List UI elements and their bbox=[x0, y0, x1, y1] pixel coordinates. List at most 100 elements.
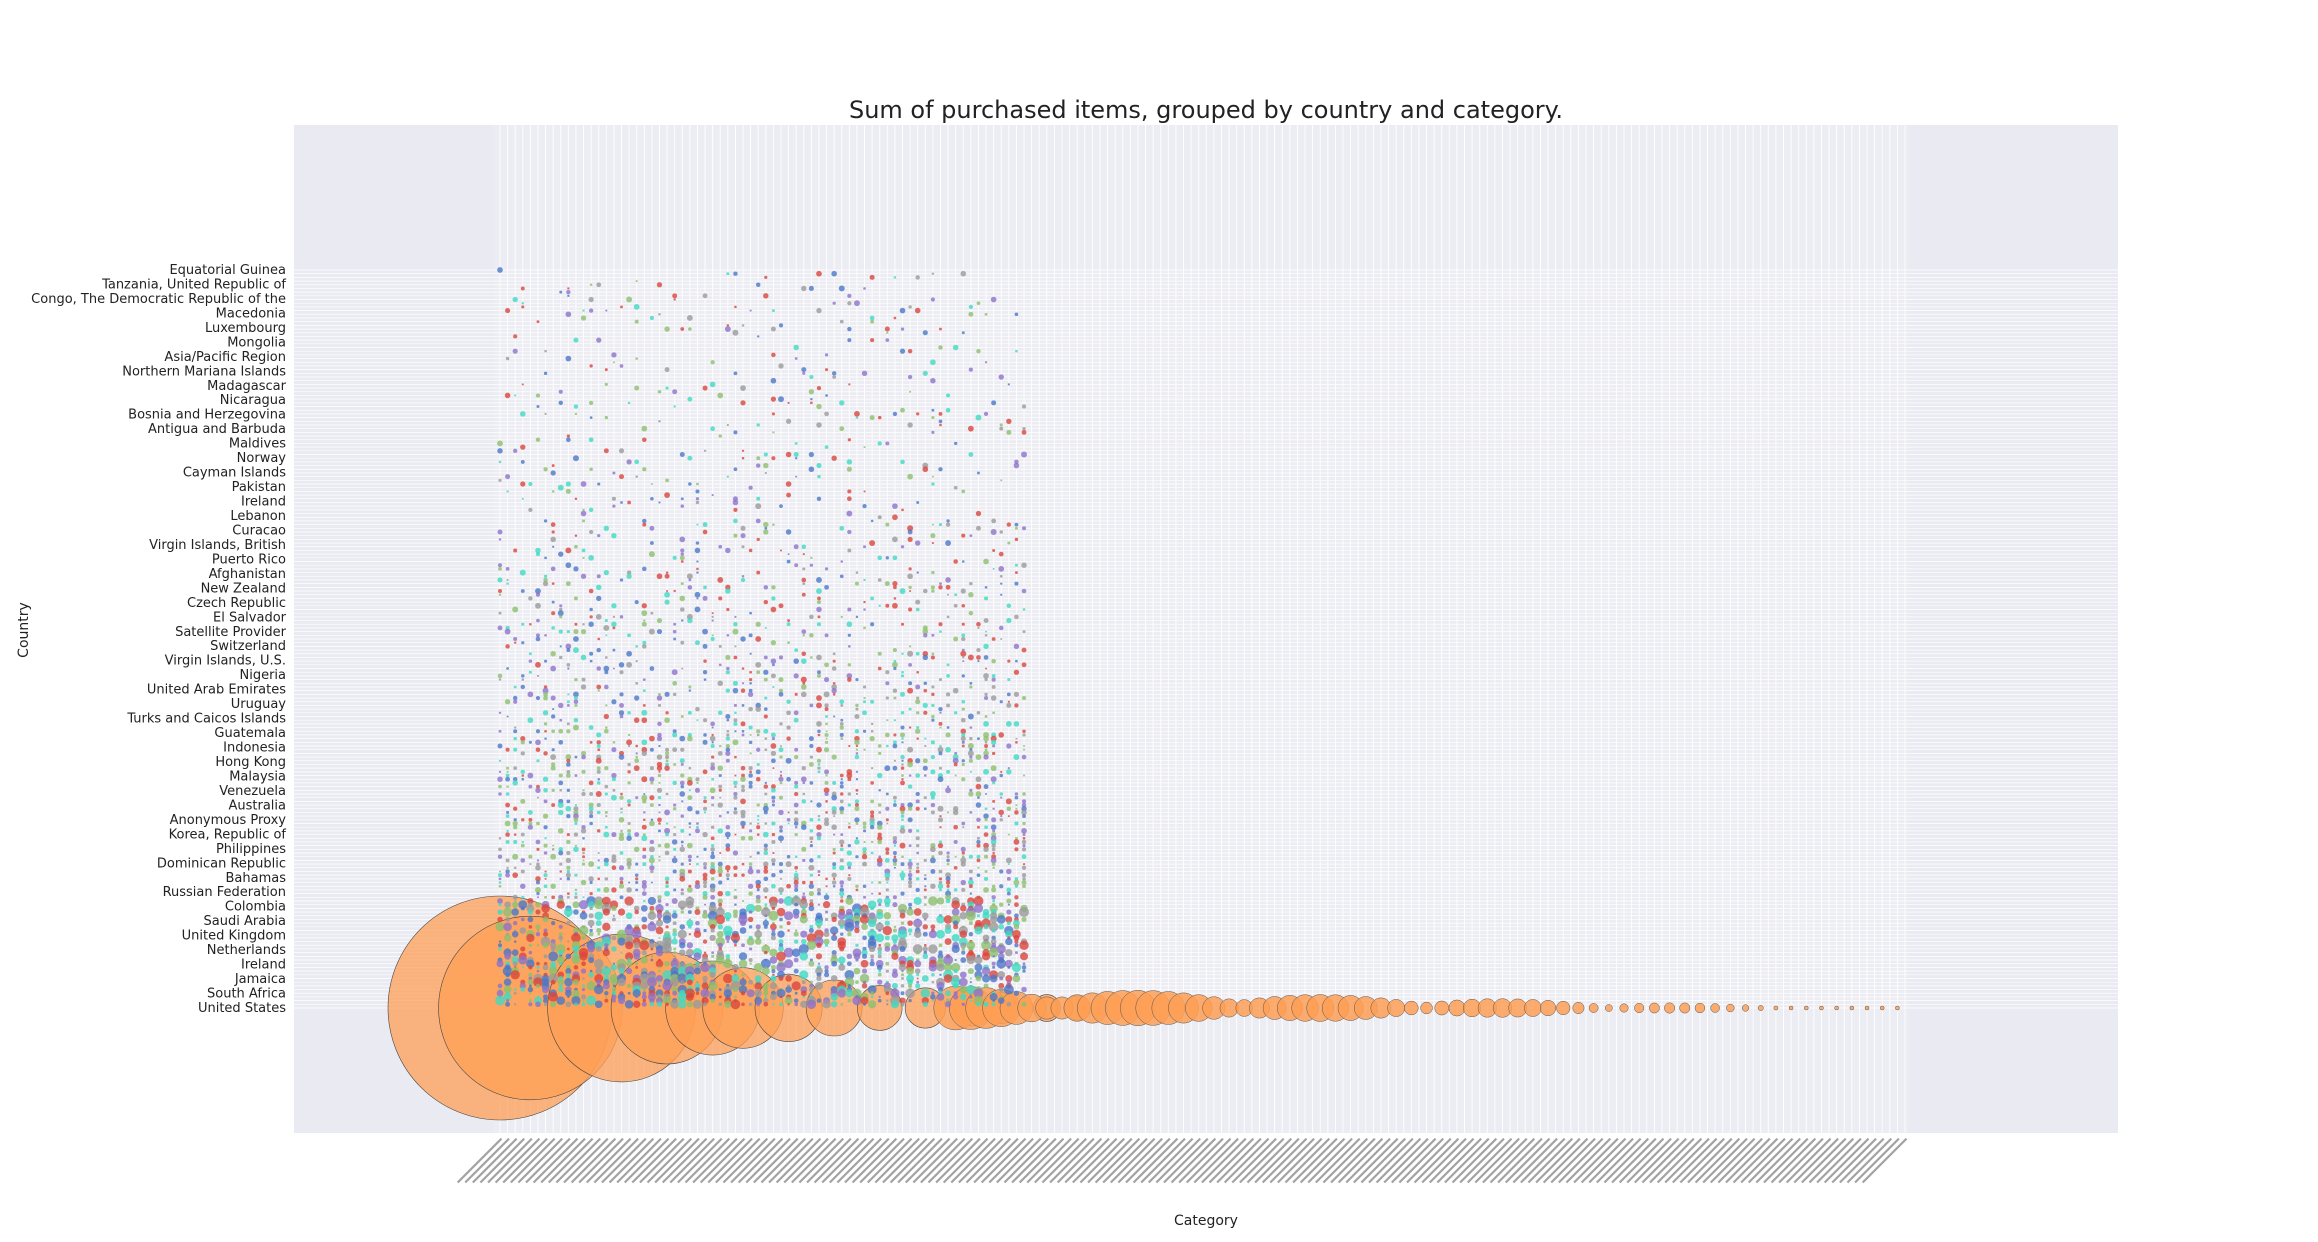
scatter-point bbox=[696, 567, 699, 571]
scatter-point bbox=[763, 861, 769, 867]
scatter-point bbox=[565, 488, 571, 494]
scatter-point bbox=[831, 794, 838, 801]
scatter-point bbox=[732, 499, 739, 506]
scatter-point bbox=[566, 865, 571, 870]
scatter-point bbox=[762, 982, 769, 989]
scatter-point bbox=[673, 888, 677, 892]
scatter-point bbox=[953, 603, 958, 608]
scatter-point bbox=[809, 858, 814, 863]
scatter-point bbox=[650, 482, 653, 486]
scatter-point bbox=[961, 740, 965, 744]
scatter-point bbox=[559, 877, 562, 881]
scatter-point bbox=[885, 556, 889, 560]
scatter-point bbox=[741, 682, 745, 685]
scatter-point bbox=[787, 929, 790, 932]
scatter-point bbox=[703, 1002, 707, 1007]
y-tick-label: Northern Mariana Islands bbox=[122, 364, 286, 379]
scatter-point bbox=[840, 778, 843, 781]
scatter-point bbox=[588, 554, 594, 561]
scatter-point bbox=[748, 485, 753, 490]
scatter-point bbox=[999, 773, 1004, 778]
x-tick-mark bbox=[730, 1137, 776, 1184]
scatter-point bbox=[755, 879, 762, 886]
scatter-point bbox=[658, 744, 661, 748]
scatter-point bbox=[961, 947, 966, 951]
scatter-point bbox=[1013, 879, 1020, 886]
scatter-point bbox=[770, 935, 776, 941]
scatter-point bbox=[627, 401, 631, 405]
x-tick-mark bbox=[631, 1137, 677, 1184]
scatter-point bbox=[506, 770, 509, 773]
scatter-point bbox=[688, 689, 692, 692]
scatter-point bbox=[793, 872, 799, 878]
y-tick-label: Nigeria bbox=[239, 668, 286, 683]
scatter-point bbox=[732, 329, 739, 336]
scatter-point bbox=[535, 924, 541, 930]
scatter-point bbox=[954, 441, 958, 446]
y-tick-label: Malaysia bbox=[229, 769, 286, 784]
scatter-point bbox=[769, 956, 778, 964]
y-tick-label: Norway bbox=[237, 451, 287, 466]
scatter-point bbox=[1007, 833, 1010, 836]
x-tick-mark bbox=[502, 1137, 548, 1184]
scatter-point bbox=[794, 1002, 799, 1007]
scatter-point bbox=[656, 754, 663, 760]
scatter-point bbox=[907, 650, 914, 657]
scatter-point bbox=[566, 799, 571, 804]
scatter-point bbox=[711, 803, 715, 807]
scatter-point bbox=[992, 866, 995, 870]
us-bubble-small bbox=[1508, 998, 1528, 1018]
scatter-point bbox=[900, 725, 905, 730]
scatter-point bbox=[635, 752, 638, 755]
scatter-point bbox=[586, 981, 596, 991]
scatter-point bbox=[1000, 582, 1003, 585]
scatter-point bbox=[862, 884, 867, 889]
scatter-point bbox=[779, 917, 783, 922]
scatter-point bbox=[670, 977, 680, 987]
scatter-point bbox=[800, 824, 807, 830]
scatter-point bbox=[824, 677, 830, 683]
scatter-point bbox=[908, 585, 912, 590]
scatter-point bbox=[687, 732, 692, 738]
scatter-point bbox=[649, 865, 655, 871]
scatter-point bbox=[867, 918, 877, 928]
scatter-point bbox=[711, 755, 715, 759]
scatter-point bbox=[635, 880, 639, 885]
scatter-point bbox=[885, 441, 890, 446]
y-tick-label: El Salvador bbox=[213, 610, 287, 625]
scatter-point bbox=[968, 946, 974, 952]
scatter-point bbox=[954, 751, 958, 755]
scatter-point bbox=[642, 703, 646, 707]
scatter-point bbox=[930, 810, 935, 815]
scatter-point bbox=[900, 810, 905, 815]
scatter-point bbox=[673, 936, 676, 940]
scatter-point bbox=[611, 352, 617, 358]
scatter-point bbox=[718, 1002, 723, 1007]
scatter-point bbox=[786, 817, 791, 822]
scatter-point bbox=[1005, 916, 1013, 923]
scatter-point bbox=[756, 456, 761, 461]
scatter-point bbox=[847, 326, 852, 332]
scatter-point bbox=[552, 545, 555, 548]
scatter-point bbox=[498, 478, 502, 482]
scatter-point bbox=[823, 747, 830, 753]
scatter-point bbox=[513, 699, 518, 704]
scatter-point bbox=[726, 272, 730, 276]
scatter-point bbox=[915, 950, 920, 955]
scatter-point bbox=[1021, 986, 1027, 993]
scatter-point bbox=[886, 822, 889, 825]
scatter-point bbox=[855, 837, 859, 840]
scatter-point bbox=[899, 348, 906, 354]
scatter-point bbox=[702, 739, 708, 745]
scatter-point bbox=[983, 983, 989, 989]
scatter-point bbox=[824, 968, 829, 974]
scatter-point bbox=[549, 1001, 557, 1008]
scatter-point bbox=[725, 873, 730, 878]
scatter-point bbox=[1006, 418, 1012, 424]
scatter-point bbox=[595, 614, 602, 620]
scatter-point bbox=[951, 908, 960, 916]
scatter-point bbox=[763, 990, 769, 996]
scatter-point bbox=[505, 869, 510, 874]
scatter-point bbox=[715, 914, 726, 925]
scatter-point bbox=[597, 932, 601, 936]
